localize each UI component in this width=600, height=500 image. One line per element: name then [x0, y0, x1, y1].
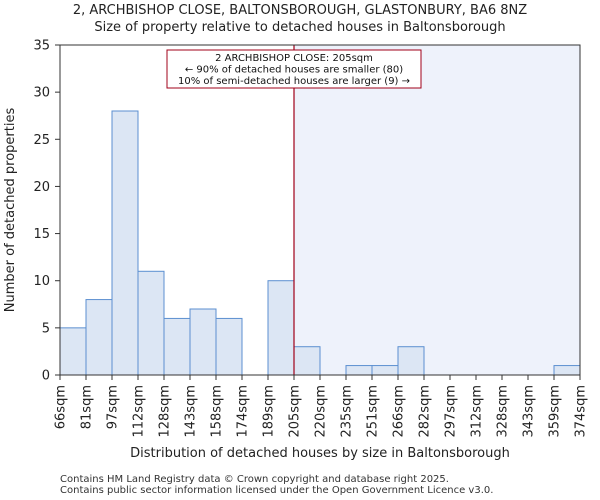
y-tick-label: 5: [42, 321, 50, 336]
bar-143sqm: [189, 308, 217, 376]
annotation-box: 2 ARCHBISHOP CLOSE: 205sqm ← 90% of deta…: [166, 49, 422, 89]
bar-112sqm: [137, 270, 165, 376]
x-tick-label: 81sqm: [80, 385, 95, 429]
y-tick-label: 10: [33, 274, 50, 289]
x-tick-label: 374sqm: [574, 385, 589, 438]
bar-251sqm: [371, 365, 399, 376]
larger-region-shade: [294, 45, 580, 375]
x-axis-label: Distribution of detached houses by size …: [130, 446, 510, 461]
x-tick-label: 112sqm: [132, 385, 147, 438]
x-tick-label: 220sqm: [314, 385, 329, 438]
y-tick-label: 0: [42, 369, 50, 384]
bars-group: [59, 110, 581, 376]
footer-line-2: Contains public sector information licen…: [60, 485, 494, 496]
x-tick-label: 266sqm: [392, 385, 407, 438]
x-tick-label: 189sqm: [262, 385, 277, 438]
x-tick-label: 97sqm: [106, 385, 121, 429]
histogram-chart: 0 5 10 15 20 25 30 35 66sqm 81sqm 97sqm 112sqm 128sq…: [3, 39, 589, 462]
bar-205sqm: [293, 346, 321, 376]
x-tick-label: 359sqm: [548, 385, 563, 438]
x-tick-label: 312sqm: [470, 385, 485, 438]
x-tick-label: 66sqm: [54, 385, 69, 429]
bar-359sqm: [553, 365, 581, 376]
x-tick-label: 251sqm: [366, 385, 381, 438]
bar-128sqm: [163, 317, 191, 376]
bar-266sqm: [397, 346, 425, 376]
x-tick-label: 297sqm: [444, 385, 459, 438]
axes-group: 0 5 10 15 20 25 30 35 66sqm 81sqm 97sqm 112sqm 128sq…: [33, 39, 588, 438]
y-tick-label: 30: [33, 86, 50, 101]
x-tick-label: 143sqm: [184, 385, 199, 438]
bar-158sqm: [215, 317, 243, 376]
footer-line-1: Contains HM Land Registry data © Crown c…: [60, 474, 449, 485]
x-tick-label: 128sqm: [158, 385, 173, 438]
bar-235sqm: [345, 365, 373, 376]
x-tick-label: 158sqm: [210, 385, 225, 438]
x-tick-label: 282sqm: [418, 385, 433, 438]
y-tick-label: 15: [33, 227, 50, 242]
chart-subtitle: Size of property relative to detached ho…: [94, 20, 506, 35]
x-tick-label: 328sqm: [496, 385, 511, 438]
annotation-line-1: 2 ARCHBISHOP CLOSE: 205sqm: [215, 53, 373, 64]
x-tick-label: 205sqm: [288, 385, 303, 438]
annotation-border: [166, 49, 422, 89]
chart-title: 2, ARCHBISHOP CLOSE, BALTONSBOROUGH, GLA…: [72, 3, 528, 18]
annotation-line-3: 10% of semi-detached houses are larger (…: [178, 76, 410, 87]
y-tick-label: 20: [33, 180, 50, 195]
bar-66sqm: [59, 327, 87, 376]
annotation-line-2: ← 90% of detached houses are smaller (80…: [185, 65, 403, 76]
bar-189sqm: [267, 280, 295, 376]
bar-97sqm: [111, 110, 139, 376]
bar-81sqm: [85, 299, 113, 376]
x-tick-label: 343sqm: [522, 385, 537, 438]
y-tick-label: 25: [33, 133, 50, 148]
y-tick-label: 35: [33, 39, 50, 54]
x-tick-label: 235sqm: [340, 385, 355, 438]
x-tick-label: 174sqm: [236, 385, 251, 438]
y-axis-label: Number of detached properties: [3, 108, 18, 313]
